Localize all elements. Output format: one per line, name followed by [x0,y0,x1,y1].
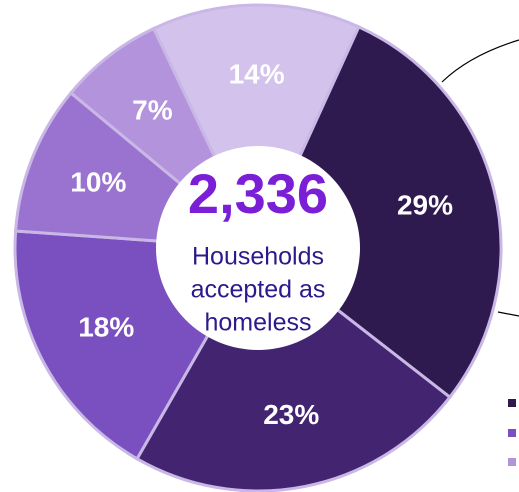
value-label: 7% [132,95,173,126]
legend-swatch [508,429,516,437]
legend-swatch [508,458,516,466]
slice [256,24,503,400]
slice [151,3,361,252]
value-label: 18% [78,311,134,342]
legend-swatch [508,399,516,407]
value-label: 10% [70,166,126,197]
center-line: homeless [205,309,312,337]
center-line: Households [192,243,324,271]
center-line: accepted as [191,276,326,304]
value-label: 29% [397,189,453,220]
slice [135,245,452,492]
connector-line [441,39,519,83]
connector-line [497,311,519,317]
center-text: Households accepted as homeless [191,243,326,337]
value-label: 14% [229,58,285,89]
center-value: 2,336 [188,162,328,225]
donut-hole [156,146,360,350]
value-label: 23% [263,399,319,430]
